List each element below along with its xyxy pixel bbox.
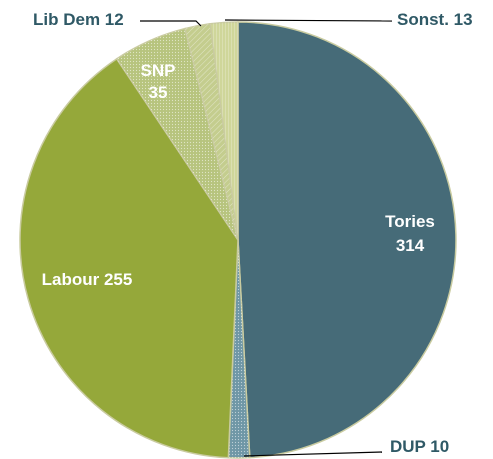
data-label-tories: Tories 314 xyxy=(385,212,435,255)
data-label-snp: SNP 35 xyxy=(141,61,176,102)
data-label-lib-dem: Lib Dem 12 xyxy=(33,10,124,29)
pie-callouts xyxy=(140,19,393,457)
data-label-tories-line-2: 314 xyxy=(396,236,425,255)
pie-slice-sonst-texture xyxy=(210,22,238,240)
data-label-labour: Labour 255 xyxy=(42,270,133,289)
pie-slice-tories xyxy=(237,21,457,459)
data-label-snp-line-2: 35 xyxy=(149,83,168,102)
data-label-snp-line-1: SNP xyxy=(141,61,176,80)
data-label-tories-line-1: Tories xyxy=(385,212,435,231)
pie-slice-labour xyxy=(19,57,239,459)
data-label-labour-line-1: Labour 255 xyxy=(42,270,133,289)
pie-slices xyxy=(19,21,457,459)
data-label-sonst: Sonst. 13 xyxy=(397,10,473,29)
leader-line-lib-dem xyxy=(140,20,202,27)
pie-slice-lib-dem-texture xyxy=(184,23,238,241)
leader-line-sonst xyxy=(224,19,393,22)
data-label-dup: DUP 10 xyxy=(390,437,449,456)
leader-line-dup xyxy=(243,451,383,457)
pie-slice-dup-texture xyxy=(228,240,250,459)
pie-slice-snp-texture xyxy=(116,28,238,240)
pie-labels: Tories 314 DUP 10 Labour 255 SNP 35 Lib Dem 12… xyxy=(33,10,473,456)
